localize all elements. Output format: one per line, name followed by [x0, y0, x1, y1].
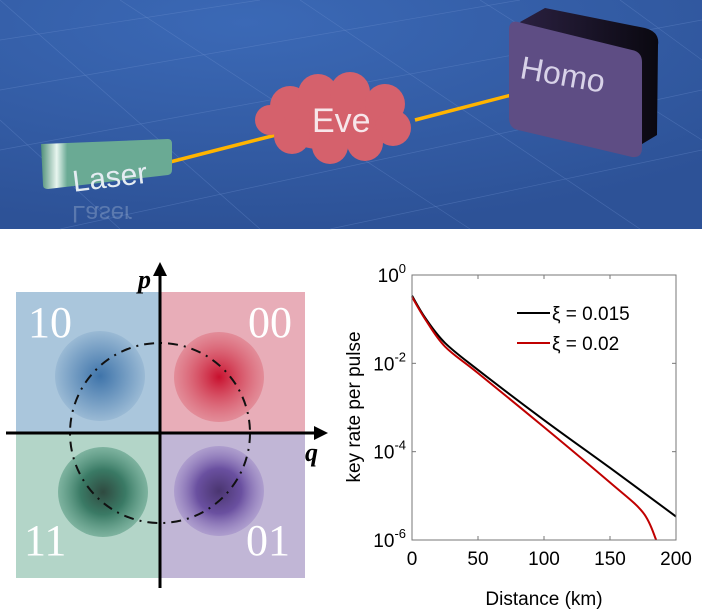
x-tick-label: 200 — [660, 549, 692, 570]
state-00 — [174, 332, 264, 422]
plot-frame — [411, 274, 677, 541]
bits-10: 10 — [28, 298, 72, 347]
homo-box: Homo — [509, 8, 659, 158]
state-01 — [174, 446, 264, 536]
x-tick-label: 0 — [407, 549, 418, 570]
p-axis-label: p — [136, 265, 151, 294]
series-line-1 — [411, 296, 658, 541]
beam-line-1 — [169, 132, 281, 164]
x-tick-label: 50 — [467, 549, 488, 570]
x-tick-label: 100 — [528, 549, 560, 570]
eve-cloud: Eve — [255, 72, 411, 164]
eve-label: Eve — [312, 102, 371, 140]
constellation-diagram: 10 00 11 01 p q — [6, 262, 328, 588]
setup-scheme: Laser Laser Eve Homo — [0, 0, 702, 230]
y-tick-label: 10-2 — [373, 349, 406, 375]
p-axis-arrowhead — [153, 262, 167, 276]
q-axis-label: q — [305, 438, 318, 467]
q-axis-arrowhead — [314, 426, 328, 440]
y-axis-label: key rate per pulse — [344, 331, 365, 482]
state-11 — [58, 447, 148, 537]
bits-11: 11 — [24, 516, 66, 565]
laser-label-reflection: Laser — [72, 200, 132, 227]
bits-01: 01 — [246, 516, 290, 565]
y-tick-label: 10-6 — [373, 526, 406, 552]
legend: ξ = 0.015 ξ = 0.02 — [517, 304, 630, 355]
y-tick-label: 100 — [378, 261, 406, 287]
x-axis-label: Distance (km) — [485, 589, 602, 610]
x-tick-label: 150 — [594, 549, 626, 570]
legend-label-1: ξ = 0.02 — [552, 334, 619, 355]
legend-label-0: ξ = 0.015 — [552, 304, 630, 325]
y-tick-label: 10-4 — [373, 438, 406, 464]
series-line-0 — [411, 295, 677, 518]
key-rate-chart: 0 50 100 150 200 100 10-2 10-4 10-6 Distance (km… — [344, 261, 692, 610]
bits-00: 00 — [248, 298, 292, 347]
